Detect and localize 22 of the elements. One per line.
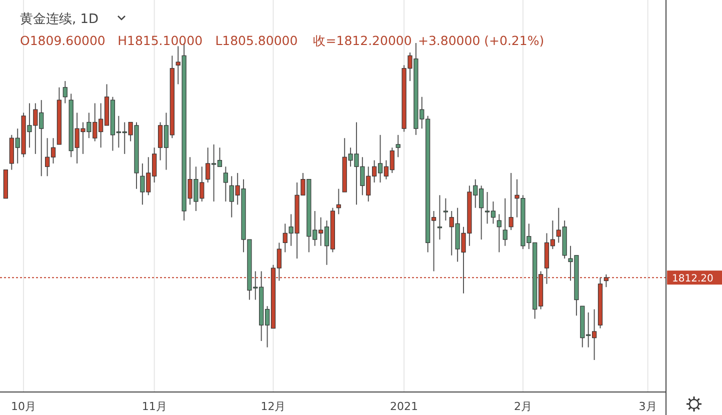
candlestick bbox=[508, 172, 514, 231]
chart-title: 黄金连续, 1D bbox=[20, 12, 99, 27]
x-tick-label: 2021 bbox=[390, 400, 418, 413]
x-tick-label: 2月 bbox=[514, 400, 532, 413]
x-tick-label: 12月 bbox=[260, 400, 286, 413]
annotation: +3.80000 (+0.21%) bbox=[418, 33, 544, 48]
candlestick bbox=[62, 80, 68, 104]
candlestick bbox=[502, 198, 508, 246]
annotation: 收=1812.20000 bbox=[312, 33, 412, 48]
candlestick bbox=[496, 214, 502, 253]
candlestick bbox=[443, 198, 448, 222]
annotation: L1805.80000 bbox=[215, 33, 298, 48]
candlestick bbox=[437, 194, 442, 240]
candlestick bbox=[223, 166, 228, 202]
candlestick bbox=[336, 188, 341, 215]
x-tick-label: 10月 bbox=[11, 400, 36, 413]
x-tick-label: 3月 bbox=[638, 400, 657, 413]
text: 1812.20 bbox=[672, 274, 714, 285]
candlestick bbox=[396, 134, 400, 158]
x-tick-label: 11月 bbox=[142, 400, 167, 413]
annotation: H1815.10000 bbox=[118, 33, 203, 48]
annotation: O1809.60000 bbox=[20, 33, 106, 48]
